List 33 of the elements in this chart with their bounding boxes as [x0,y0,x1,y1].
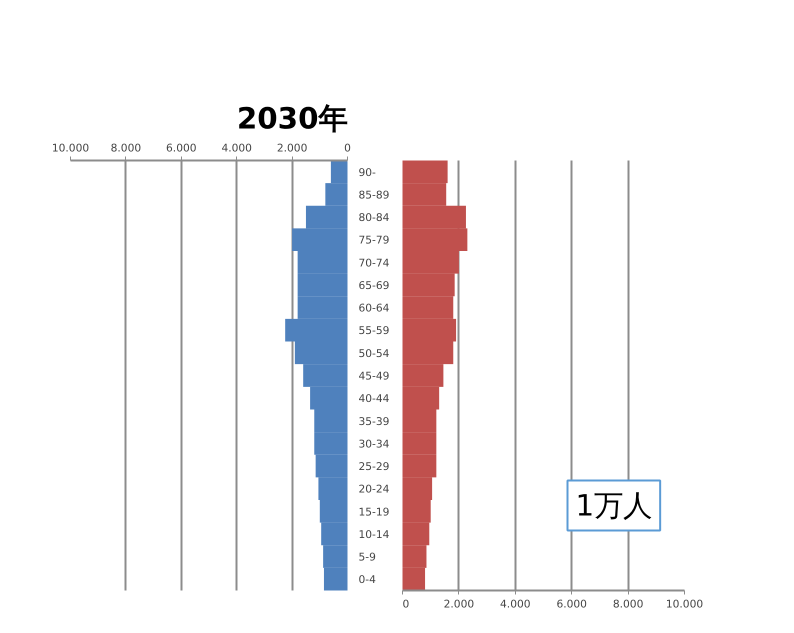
x-tick-label: 10.000 [666,598,704,610]
y-tick-label: 30-34 [358,437,390,450]
x-tick-label: 4.000 [221,142,252,154]
y-tick-label: 85-89 [358,188,390,202]
y-tick-label: 40-44 [358,392,390,406]
y-tick-label: 65-69 [358,278,390,292]
y-tick-label: 25-29 [358,460,390,474]
y-tick-label: 15-19 [358,505,390,518]
y-tick-label: 70-74 [358,256,390,270]
y-tick-label: 10-14 [358,528,390,541]
y-tick-label: 20-24 [358,482,390,496]
x-tick-label: 6.000 [166,142,197,154]
y-tick-label: 45-49 [358,370,390,382]
y-tick-label: 80-84 [358,211,390,224]
x-tick-label: 4.000 [500,598,531,610]
y-tick-label: 0-4 [358,573,376,586]
y-tick-label: 50-54 [358,346,390,360]
y-tick-label: 90- [358,166,376,179]
x-tick-label: 8.000 [110,142,142,154]
x-tick-label: 0 [344,142,352,154]
x-tick-label: 2.000 [276,142,308,154]
y-tick-label: 5-9 [358,550,376,564]
y-tick-label: 55-59 [358,324,390,338]
x-tick-label: 0 [402,598,410,610]
chart-title: 2030年 [236,102,348,136]
x-tick-label: 8.000 [612,598,644,610]
x-tick-label: 6.000 [556,598,588,610]
x-tick-label: 2.000 [444,598,474,610]
y-tick-label: 35-39 [358,414,390,428]
x-tick-label: 10.000 [52,142,90,154]
annotation: 1万人 [576,488,652,522]
y-tick-label: 60-64 [358,302,390,315]
y-tick-label: 75-79 [358,234,390,247]
